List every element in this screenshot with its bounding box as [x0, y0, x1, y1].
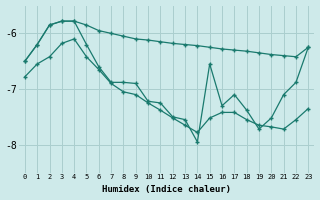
X-axis label: Humidex (Indice chaleur): Humidex (Indice chaleur) [102, 185, 231, 194]
